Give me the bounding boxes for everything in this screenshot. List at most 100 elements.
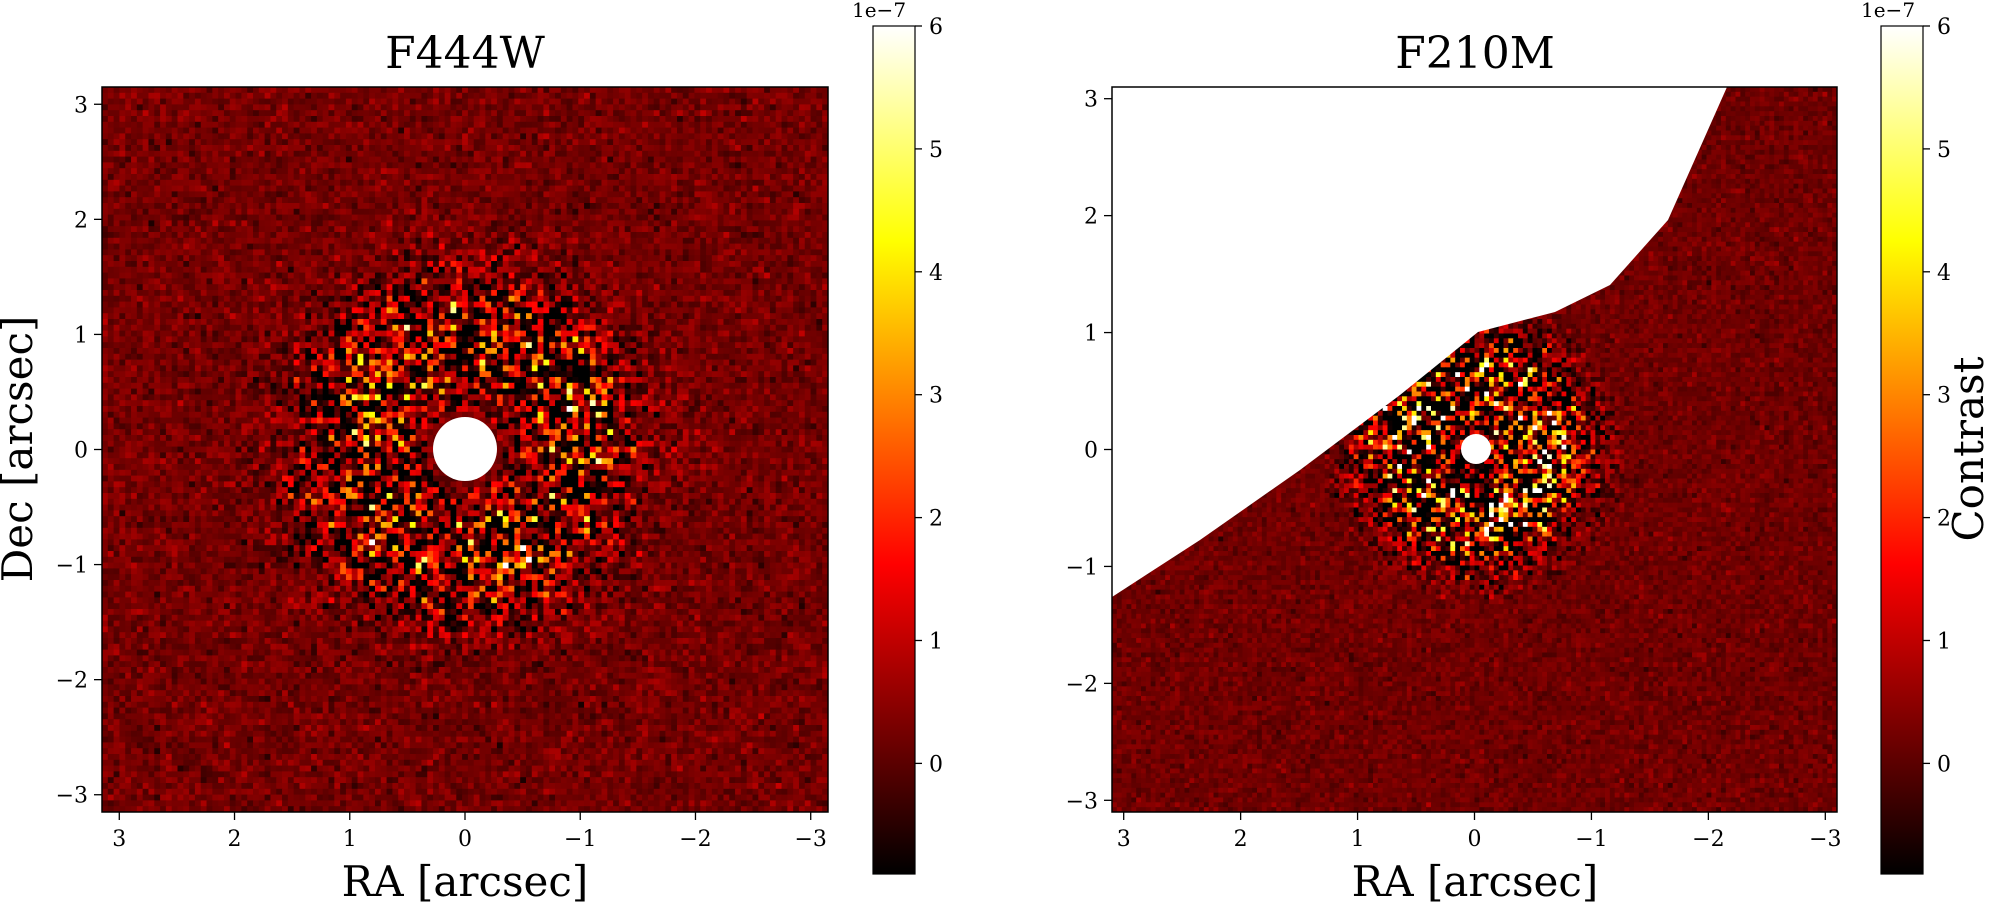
heatmap-cell bbox=[316, 191, 324, 198]
heatmap-cell bbox=[467, 162, 475, 169]
heatmap-cell bbox=[113, 110, 121, 117]
heatmap-cell bbox=[525, 162, 533, 169]
heatmap-cell bbox=[119, 104, 126, 111]
heatmap-cell bbox=[578, 116, 585, 123]
heatmap-cell bbox=[398, 168, 405, 175]
heatmap-cell bbox=[537, 261, 545, 268]
heatmap-cell bbox=[758, 162, 765, 169]
heatmap-cell bbox=[421, 249, 428, 256]
heatmap-cell bbox=[148, 313, 155, 320]
heatmap-cell bbox=[491, 284, 498, 291]
heatmap-cell bbox=[194, 295, 202, 303]
heatmap-cell bbox=[421, 307, 428, 314]
heatmap-cell bbox=[206, 243, 213, 250]
heatmap-cell bbox=[282, 237, 289, 245]
heatmap-cell bbox=[409, 92, 417, 100]
heatmap-cell bbox=[671, 272, 678, 279]
heatmap-cell bbox=[636, 226, 643, 233]
heatmap-cell bbox=[247, 191, 254, 198]
heatmap-cell bbox=[125, 226, 132, 233]
heatmap-cell bbox=[502, 98, 510, 105]
heatmap-cell bbox=[508, 307, 515, 314]
heatmap-cell bbox=[769, 197, 777, 204]
heatmap-cell bbox=[665, 220, 672, 227]
heatmap-cell bbox=[177, 127, 184, 134]
heatmap-cell bbox=[607, 232, 614, 239]
heatmap-cell bbox=[595, 197, 603, 204]
heatmap-cell bbox=[253, 243, 260, 250]
heatmap-cell bbox=[595, 185, 603, 192]
heatmap-cell bbox=[229, 133, 237, 140]
heatmap-cell bbox=[165, 179, 173, 187]
heatmap-cell bbox=[322, 278, 330, 285]
heatmap-cell bbox=[299, 313, 306, 320]
heatmap-cell bbox=[258, 150, 266, 158]
heatmap-cell bbox=[409, 174, 417, 181]
heatmap-cell bbox=[427, 232, 434, 239]
heatmap-cell bbox=[723, 116, 730, 123]
heatmap-cell bbox=[154, 145, 161, 152]
heatmap-cell bbox=[125, 232, 132, 239]
heatmap-cell bbox=[148, 197, 155, 204]
heatmap-cell bbox=[287, 127, 295, 134]
heatmap-cell bbox=[241, 261, 248, 268]
heatmap-cell bbox=[456, 284, 463, 291]
heatmap-cell bbox=[624, 313, 632, 320]
heatmap-cell bbox=[508, 110, 515, 117]
heatmap-cell bbox=[822, 92, 828, 100]
heatmap-cell bbox=[282, 185, 289, 192]
heatmap-cell bbox=[194, 243, 202, 250]
heatmap-cell bbox=[578, 104, 585, 111]
heatmap-cell bbox=[142, 197, 150, 204]
heatmap-cell bbox=[421, 272, 428, 279]
heatmap-cell bbox=[293, 203, 301, 210]
heatmap-cell bbox=[142, 243, 150, 250]
heatmap-cell bbox=[305, 121, 312, 129]
heatmap-cell bbox=[531, 179, 539, 187]
heatmap-cell bbox=[595, 162, 603, 169]
heatmap-cell bbox=[462, 301, 469, 308]
heatmap-cell bbox=[154, 133, 161, 140]
heatmap-cell bbox=[311, 272, 318, 279]
heatmap-cell bbox=[793, 168, 800, 175]
heatmap-cell bbox=[816, 92, 823, 100]
heatmap-cell bbox=[671, 295, 678, 303]
heatmap-cell bbox=[671, 104, 678, 111]
heatmap-cell bbox=[491, 266, 498, 274]
heatmap-cell bbox=[154, 98, 161, 105]
heatmap-cell bbox=[560, 295, 568, 303]
heatmap-cell bbox=[555, 237, 562, 245]
heatmap-cell bbox=[404, 255, 411, 262]
heatmap-cell bbox=[520, 116, 527, 123]
heatmap-cell bbox=[508, 301, 515, 308]
heatmap-cell bbox=[125, 116, 132, 123]
heatmap-cell bbox=[357, 232, 364, 239]
heatmap-cell bbox=[183, 208, 190, 216]
heatmap-cell bbox=[113, 116, 121, 123]
heatmap-cell bbox=[119, 272, 126, 279]
heatmap-cell bbox=[694, 232, 701, 239]
heatmap-cell bbox=[311, 174, 318, 181]
heatmap-cell bbox=[264, 226, 272, 233]
heatmap-cell bbox=[253, 110, 260, 117]
heatmap-cell bbox=[717, 104, 725, 111]
heatmap-cell bbox=[235, 98, 242, 105]
heatmap-cell bbox=[711, 220, 719, 227]
heatmap-cell bbox=[798, 232, 806, 239]
heatmap-cell bbox=[392, 301, 399, 308]
heatmap-cell bbox=[380, 139, 388, 146]
heatmap-cell bbox=[502, 92, 510, 100]
heatmap-cell bbox=[131, 243, 138, 250]
heatmap-cell bbox=[125, 284, 132, 291]
heatmap-cell bbox=[601, 208, 608, 216]
heatmap-cell bbox=[398, 266, 405, 274]
heatmap-cell bbox=[647, 249, 655, 256]
heatmap-cell bbox=[653, 307, 661, 314]
heatmap-cell bbox=[189, 290, 196, 297]
heatmap-cell bbox=[752, 162, 759, 169]
heatmap-cell bbox=[311, 185, 318, 192]
heatmap-cell bbox=[653, 261, 661, 268]
heatmap-cell bbox=[630, 301, 637, 308]
heatmap-cell bbox=[775, 150, 783, 158]
heatmap-cell bbox=[311, 179, 318, 187]
